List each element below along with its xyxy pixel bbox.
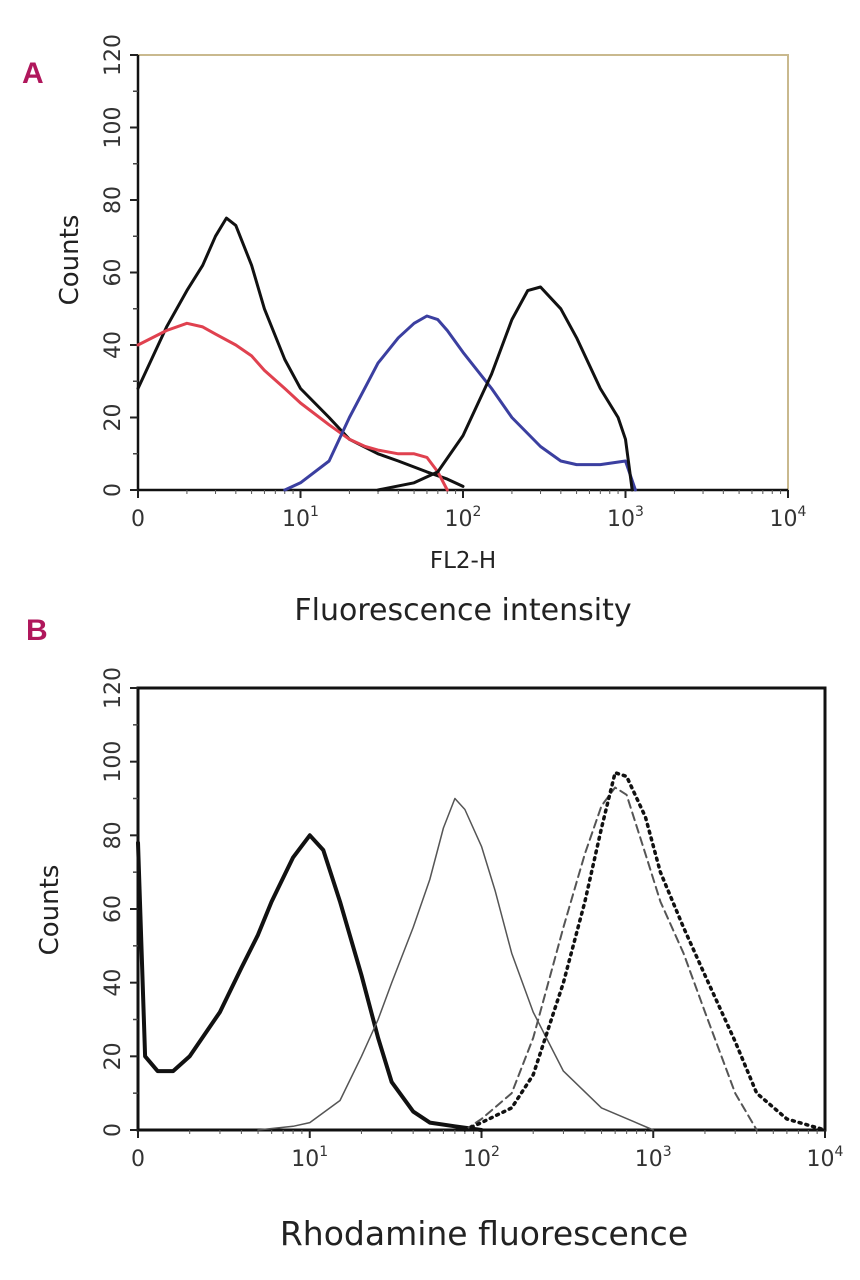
y-tick-label: 100 [101,107,126,149]
y-tick-label: 20 [101,404,126,432]
x-tick-label: 102 [463,1144,500,1172]
x-tick-exponent: 2 [473,504,482,520]
y-tick-label: 120 [101,667,126,709]
x-tick-label: 0 [131,1147,145,1172]
y-tick-label: 80 [101,186,126,214]
series-line-thick-solid [136,833,484,1132]
x-tick-label: 104 [770,504,807,532]
y-tick-label: 60 [101,895,126,923]
x-tick-exponent: 3 [635,504,644,520]
x-tick-label: 0 [131,507,145,532]
plot-frame [137,54,789,491]
x-tick-label: 102 [445,504,482,532]
x-tick-label: 103 [635,1144,672,1172]
panel-b: B 0 20 40 60 80 100 120 0 101 102 103 104 Counts Rhoda… [26,614,844,1253]
series-line-black-high [376,285,634,492]
y-tick-label: 100 [101,741,126,783]
y-tick-label: 80 [101,821,126,849]
y-tick-label: 60 [101,259,126,287]
y-tick-label: 0 [101,1123,126,1137]
x-axis-label: FL2-H [430,548,496,574]
x-tick-exponent: 4 [798,504,807,520]
x-tick-exponent: 1 [310,504,319,520]
panel-letter: A [22,57,44,90]
y-tick-label: 40 [101,331,126,359]
x-tick-exponent: 2 [491,1144,500,1160]
x-tick-exponent: 3 [663,1144,672,1160]
series-line-red [136,321,449,492]
y-tick-label: 20 [101,1042,126,1070]
series-line-black-low [136,216,465,488]
y-tick-label: 0 [101,483,126,497]
y-axis-label: Counts [55,215,85,306]
series-line-dashed [463,786,758,1131]
y-tick-label: 120 [101,34,126,76]
y-tick-label: 40 [101,969,126,997]
x-tick-label: 101 [282,504,319,532]
series-line-dotted [463,770,827,1132]
x-tick-exponent: 4 [835,1144,844,1160]
series-line-thin-solid [257,797,655,1131]
plot-frame [136,686,827,1132]
panel-a: A 0 20 40 60 80 100 120 0 101 102 103 104 Counts FL2-H… [22,34,807,628]
x-axis-label: Rhodamine fluorescence [280,1214,688,1253]
x-tick-label: 103 [607,504,644,532]
x-tick-label: 101 [291,1144,328,1172]
panel-letter: B [26,614,48,647]
x-tick-exponent: 1 [319,1144,328,1160]
series-line-blue [283,314,637,492]
x-axis-sublabel: Fluorescence intensity [294,593,631,628]
x-tick-label: 104 [807,1144,844,1172]
y-axis-label: Counts [35,865,65,956]
